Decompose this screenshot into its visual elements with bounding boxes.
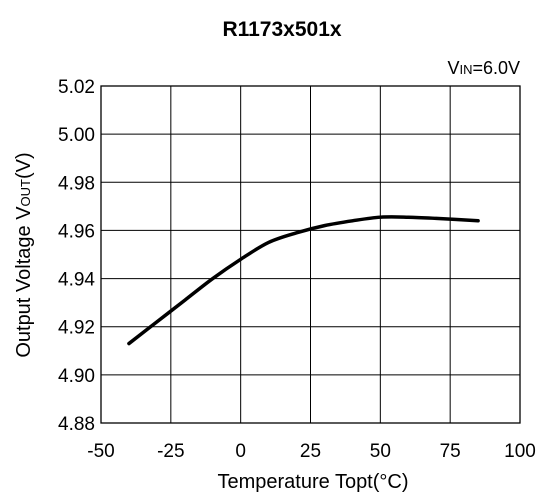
x-tick-labels: -50 -25 0 25 50 75 100 <box>87 441 536 462</box>
grid <box>100 85 521 424</box>
y-axis-label-sub: OUT <box>18 179 33 207</box>
x-tick-label: 50 <box>370 441 391 462</box>
plot-frame <box>100 85 521 424</box>
y-tick-label: 4.96 <box>58 221 95 242</box>
y-axis-label-rest: (V) <box>13 152 35 179</box>
condition-label: VIN=6.0V <box>447 58 520 78</box>
x-axis-label: Temperature Topt(°C) <box>217 471 408 493</box>
condition-rest: =6.0V <box>472 58 520 78</box>
series-line-0 <box>127 215 480 346</box>
condition-main: V <box>447 58 459 78</box>
y-axis-label: Output Voltage VOUT(V) <box>13 152 35 357</box>
y-axis-label-main: Output Voltage V <box>13 206 35 358</box>
series-group <box>127 215 480 346</box>
y-tick-label: 5.02 <box>58 77 95 98</box>
x-tick-label: -25 <box>157 441 184 462</box>
y-tick-label: 4.90 <box>58 366 95 387</box>
x-tick-label: 25 <box>300 441 321 462</box>
y-tick-label: 4.94 <box>58 270 95 291</box>
y-tick-labels: 4.88 4.90 4.92 4.94 4.96 4.98 5.00 5.02 <box>58 77 95 435</box>
y-tick-label: 4.92 <box>58 318 95 339</box>
x-tick-label: 75 <box>440 441 461 462</box>
chart-title: R1173x501x <box>222 18 341 41</box>
y-tick-label: 5.00 <box>58 125 95 146</box>
y-tick-label: 4.88 <box>58 414 95 435</box>
condition-sub: IN <box>459 62 472 77</box>
y-tick-label: 4.98 <box>58 173 95 194</box>
x-tick-label: 100 <box>504 441 536 462</box>
x-tick-label: -50 <box>87 441 114 462</box>
x-tick-label: 0 <box>235 441 246 462</box>
